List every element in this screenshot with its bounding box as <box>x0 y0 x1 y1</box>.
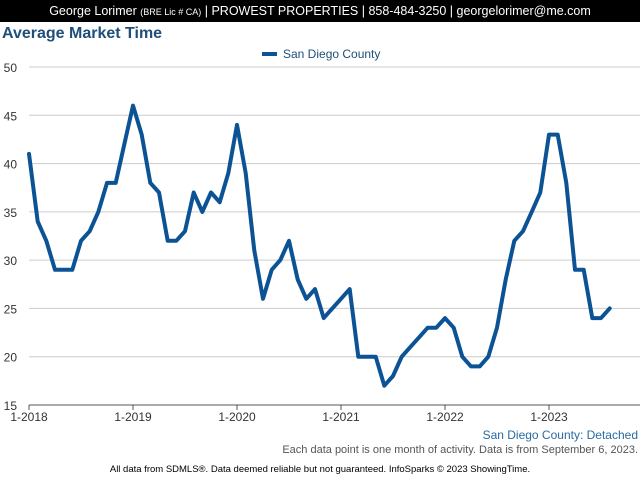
chart-title: Average Market Time <box>2 25 163 42</box>
y-tick-label: 50 <box>4 61 18 75</box>
series-line <box>27 103 612 388</box>
x-tick-label: 1-2022 <box>426 410 464 424</box>
header-separator: | <box>446 4 457 18</box>
data-note: Each data point is one month of activity… <box>282 444 638 456</box>
y-tick-label: 25 <box>4 302 18 316</box>
company-name: PROWEST PROPERTIES <box>211 4 359 18</box>
agent-license: (BRE Lic # CA) <box>140 7 202 17</box>
y-tick-label: 35 <box>4 206 18 220</box>
y-tick-label: 20 <box>4 351 18 365</box>
legend-label: San Diego County <box>283 47 380 61</box>
y-tick-label: 15 <box>4 399 18 413</box>
agent-header-bar: George Lorimer (BRE Lic # CA) | PROWEST … <box>0 0 640 22</box>
x-tick-label: 1-2018 <box>10 410 48 424</box>
header-separator: | <box>201 4 212 18</box>
geography-label: San Diego County: Detached <box>482 428 638 442</box>
header-separator: | <box>358 4 369 18</box>
agent-name: George Lorimer <box>49 4 137 18</box>
y-tick-label: 30 <box>4 254 18 268</box>
data-credit: All data from SDMLS®. Data deemed reliab… <box>109 464 531 475</box>
email-address: georgelorimer@me.com <box>456 4 591 18</box>
y-tick-label: 40 <box>4 158 18 172</box>
phone-number: 858-484-3250 <box>368 4 447 18</box>
x-tick-label: 1-2023 <box>530 410 568 424</box>
x-tick-label: 1-2019 <box>114 410 152 424</box>
x-tick-label: 1-2021 <box>322 410 360 424</box>
y-tick-label: 45 <box>4 109 18 123</box>
x-tick-label: 1-2020 <box>218 410 256 424</box>
